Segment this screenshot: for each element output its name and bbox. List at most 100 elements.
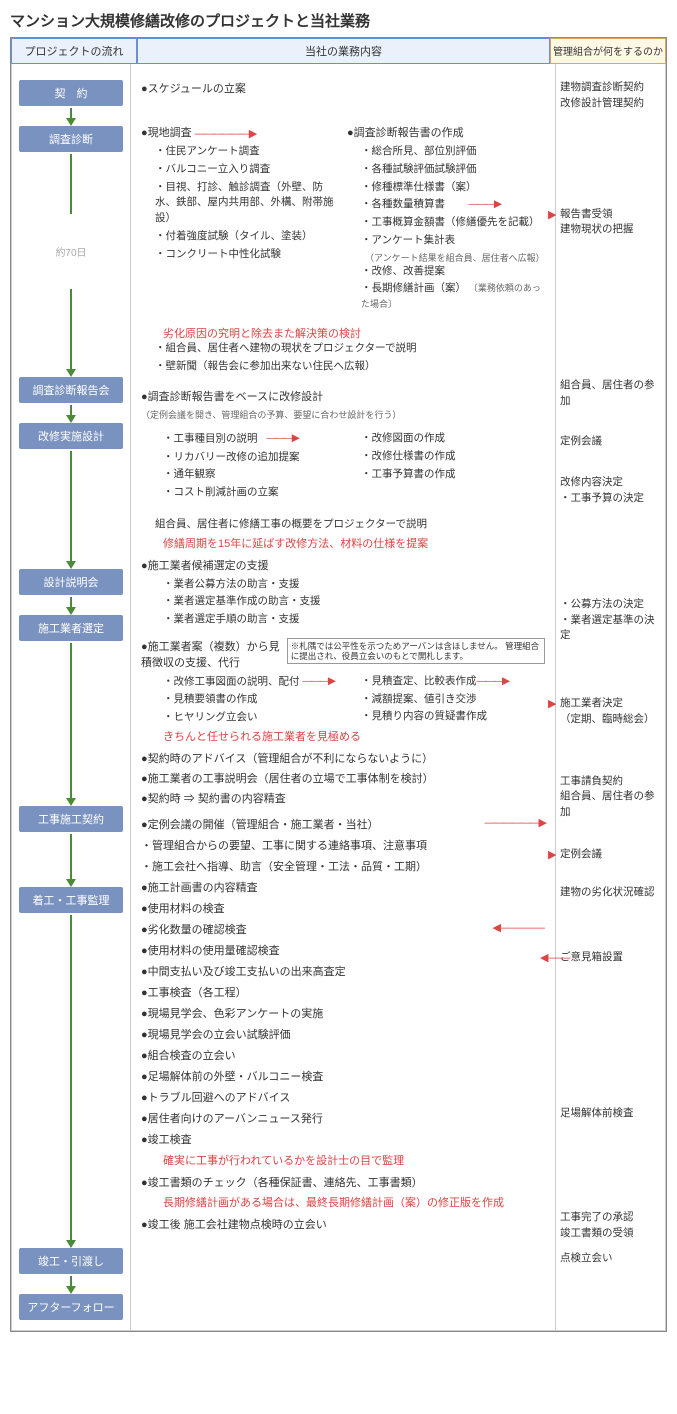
- hdr-flow: プロジェクトの流れ: [11, 38, 137, 64]
- report-item: ・総合所見、部位別評価: [347, 144, 545, 160]
- assoc-decide1: 改修内容決定: [560, 475, 661, 491]
- arrow-right-icon: [302, 674, 334, 690]
- estimate-red: きちんと任せられる施工業者を見極める: [141, 728, 545, 744]
- assoc-grasp: 建物現状の把握: [560, 222, 661, 238]
- contractor-item: ・業者公募方法の助言・支援: [141, 577, 545, 593]
- arrow-left-icon: ◀————: [493, 921, 545, 934]
- stage-contractor-select: 施工業者選定: [19, 615, 123, 641]
- assoc-decide2: ・工事予算の決定: [560, 491, 661, 507]
- super-item: ●足場解体前の外壁・バルコニー検査: [141, 1068, 545, 1084]
- super-item: ●使用材料の使用量確認検査: [141, 942, 545, 958]
- report-meeting-item: ・壁新聞（報告会に参加出来ない住民へ広報）: [141, 359, 545, 375]
- arrow-right-icon: [477, 674, 509, 690]
- stage-completion: 竣工・引渡し: [19, 1248, 123, 1274]
- report-note: （アンケート結果を組合員、居住者へ広報）: [347, 251, 545, 264]
- arrow-down-icon: [66, 118, 76, 126]
- hdr-work: 当社の業務内容: [137, 38, 550, 64]
- super-item: ●劣化数量の確認検査◀————: [141, 921, 545, 937]
- estimate-left-item: ・見積要領書の作成: [141, 692, 339, 708]
- design-left-item: ・工事種目別の説明: [141, 431, 339, 447]
- stage-contract: 契 約: [19, 80, 123, 106]
- arrow-right-icon: ▶: [548, 847, 556, 864]
- arrow-down-icon: [66, 607, 76, 615]
- report-item: ・各種数量積算書: [347, 197, 545, 213]
- arrow-right-icon: ▶: [548, 696, 556, 713]
- report-item: ・工事概算金額書（修繕優先を記載）: [347, 215, 545, 231]
- site-item: ・目視、打診、触診調査（外壁、防水、鉄部、屋内共用部、外構、附帯施設）: [141, 180, 339, 227]
- arrow-down-icon: [66, 879, 76, 887]
- contractor-item: ・業者選定手順の助言・支援: [141, 612, 545, 628]
- assoc-criteria: ・業者選定基準の決定: [560, 613, 661, 645]
- super-item: ●現場見学会、色彩アンケートの実施: [141, 1005, 545, 1021]
- completion-red: 長期修繕計画がある場合は、最終長期修繕計画（案）の修正版を作成: [141, 1194, 545, 1210]
- assoc-contractor-decide: 施工業者決定: [560, 696, 661, 712]
- stage-const-contract: 工事施工契約: [19, 806, 123, 832]
- estimate-left-item: ・改修工事図面の説明、配付: [141, 674, 339, 690]
- col-flow: 契 約 調査診断 約70日 調査診断報告会 改修実施設計 設計説明会 施工業者選…: [11, 64, 131, 1331]
- estimate-left-item: ・ヒヤリング立会い: [141, 710, 339, 726]
- report-head: ●調査診断報告書の作成: [347, 124, 545, 140]
- const-contract-item: ●契約時 ⇒ 契約書の内容精査: [141, 790, 545, 806]
- design-base-head: ●調査診断報告書をベースに改修設計: [141, 388, 545, 404]
- site-survey-head: ●現地調査: [141, 124, 339, 140]
- assoc-public-method: ・公募方法の決定: [560, 597, 661, 613]
- site-item: ・バルコニー立入り調査: [141, 162, 339, 178]
- design-left-item: ・通年観察: [141, 467, 339, 483]
- arrow-left-icon: ◀——: [540, 950, 570, 967]
- arrow-down-icon: [66, 561, 76, 569]
- duration-70: 約70日: [16, 244, 126, 259]
- arrow-down-icon: [66, 1286, 76, 1294]
- design-right-item: ・改修仕様書の作成: [347, 449, 545, 465]
- contractor-support-head: ●施工業者候補選定の支援: [141, 557, 545, 573]
- design-red: 修繕周期を15年に延ばす改修方法、材料の仕様を提案: [141, 535, 545, 551]
- super-item: ●居住者向けのアーバンニュース発行: [141, 1110, 545, 1126]
- col-assoc: 建物調査診断契約 改修設計管理契約 ▶ 報告書受領 建物現状の把握 組合員、居住…: [556, 64, 666, 1331]
- hdr-assoc: 管理組合が何をするのか: [550, 38, 666, 64]
- super-item: ●工事検査（各工程）: [141, 984, 545, 1000]
- page-title: マンション大規模修繕改修のプロジェクトと当社業務: [10, 10, 667, 31]
- header-row: プロジェクトの流れ 当社の業務内容 管理組合が何をするのか: [11, 38, 666, 64]
- estimate-right-item: ・減額提案、値引き交渉: [347, 692, 545, 708]
- report-meeting-item: ・組合員、居住者へ建物の現状をプロジェクターで説明: [141, 341, 545, 357]
- col-work: ●スケジュールの立案 ●現地調査 ・住民アンケート調査 ・バルコニー立入り調査 …: [131, 64, 556, 1331]
- stage-const-super: 着工・工事監理: [19, 887, 123, 913]
- stage-survey-report: 調査診断報告会: [19, 377, 123, 403]
- super-red: 確実に工事が行われているかを設計士の目で監理: [141, 1152, 545, 1168]
- assoc-report-recv: 報告書受領: [560, 207, 661, 223]
- estimate-note-box: ※札隅では公平性を示つためアーバンは含ほしません。 管理組合に提出され、役員立会…: [287, 638, 545, 664]
- report-item: ・アンケート集計表: [347, 233, 545, 249]
- assoc-scaffold: 足場解体前検査: [560, 1106, 661, 1122]
- site-item: ・住民アンケート調査: [141, 144, 339, 160]
- arrow-right-icon: [468, 197, 500, 213]
- const-contract-item: ●施工業者の工事説明会（居住者の立場で工事体制を検討）: [141, 770, 545, 786]
- arrow-right-icon: [485, 816, 545, 829]
- site-item: ・コンクリート中性化試験: [141, 247, 339, 263]
- design-base-note: （定例会議を開き、管理組合の予算、要望に合わせ設計を行う）: [141, 408, 545, 421]
- main-table: プロジェクトの流れ 当社の業務内容 管理組合が何をするのか 契 約 調査診断 約…: [10, 37, 667, 1332]
- design-right-item: ・改修図面の作成: [347, 431, 545, 447]
- super-item: ●現場見学会の立会い試験評価: [141, 1026, 545, 1042]
- design-left-item: ・コスト削減計画の立案: [141, 485, 339, 501]
- arrow-right-icon: [195, 127, 255, 140]
- assoc-contract2: 改修設計管理契約: [560, 96, 661, 112]
- estimate-head: ●施工業者案（複数）から見積徴収の支援、代行: [141, 638, 281, 670]
- design-right-item: ・工事予算書の作成: [347, 467, 545, 483]
- cause-red: 劣化原因の究明と除去また解決策の検討: [141, 325, 545, 341]
- assoc-complete2: 竣工書類の受領: [560, 1226, 661, 1242]
- super-item: ●竣工検査: [141, 1131, 545, 1147]
- stage-design: 改修実施設計: [19, 423, 123, 449]
- assoc-contract1: 建物調査診断契約: [560, 80, 661, 96]
- report-item: ・改修、改善提案: [347, 264, 545, 280]
- super-item: ・管理組合からの要望、工事に関する連絡事項、注意事項: [141, 837, 545, 853]
- report-item: ・長期修繕計画（案） 〔業務依頼のあった場合〕: [347, 281, 545, 313]
- arrow-right-icon: [266, 431, 298, 447]
- super-item: ●使用材料の検査: [141, 900, 545, 916]
- const-contract-item: ●契約時のアドバイス（管理組合が不利にならないように）: [141, 750, 545, 766]
- report-block: ●調査診断報告書の作成 ・総合所見、部位別評価 ・各種試験評価試験評価 ・修種標…: [347, 124, 545, 315]
- assoc-const-attend: 組合員、居住者の参加: [560, 789, 661, 821]
- assoc-regular: 定例会議: [560, 434, 661, 450]
- assoc-inspect: 点検立会い: [560, 1251, 661, 1267]
- design-left-item: ・リカバリー改修の追加提案: [141, 450, 339, 466]
- schedule-heading: ●スケジュールの立案: [141, 80, 545, 96]
- body-row: 契 約 調査診断 約70日 調査診断報告会 改修実施設計 設計説明会 施工業者選…: [11, 64, 666, 1331]
